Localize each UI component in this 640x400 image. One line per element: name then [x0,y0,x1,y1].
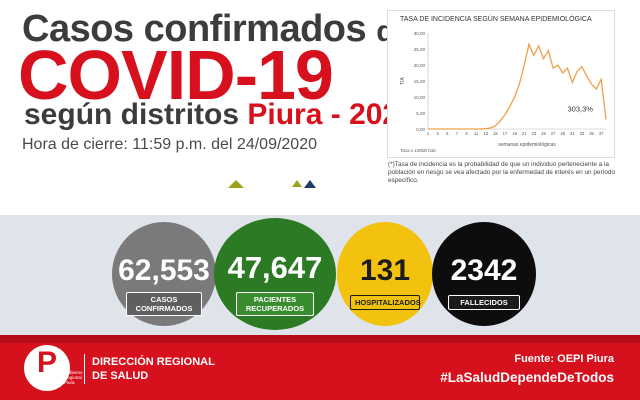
close-time: Hora de cierre: 11:59 p.m. del 24/09/202… [22,136,317,153]
x-tick-label: 31 [570,131,575,136]
hospitalized-label: HOSPITALIZADOS [350,295,421,310]
recovered-label-line1: PACIENTES [253,295,297,304]
x-tick-label: 19 [512,131,517,136]
confirmed-label-line2: CONFIRMADOS [135,304,193,313]
y-tick-label: 25,00 [414,47,426,52]
x-tick-label: 5 [446,131,449,136]
logo-caption: Gobierno Regional Piura [64,370,83,385]
map-fragment [228,180,244,188]
recovered-label-line2: RECUPERADOS [245,304,305,313]
x-tick-label: 11 [474,131,479,136]
x-tick-label: 35 [589,131,594,136]
map-fragment [304,180,316,188]
confirmed-label: CASOS CONFIRMADOS [126,292,202,316]
header: Casos confirmados de COVID-19 según dist… [18,8,616,188]
x-tick-label: 3 [436,131,439,136]
deceased-count: 2342 [450,254,518,287]
x-tick-label: 37 [599,131,604,136]
y-tick-label: 10,00 [414,95,426,100]
x-tick-label: 9 [465,131,468,136]
deceased-label: FALLECIDOS [448,295,520,310]
map-fragment [292,180,302,187]
y-axis-label: TIA [400,76,406,84]
chart-note: (*)Tasa de incidencia es la probabilidad… [388,161,616,184]
x-tick-label: 27 [551,131,556,136]
footer: P Gobierno Regional Piura DIRECCIÓN REGI… [0,335,640,400]
x-tick-label: 17 [503,131,508,136]
chart-annotation: 303,3% [568,104,594,113]
unit-label: Tasa x 10000 hab. [400,148,437,153]
chart-title: TASA DE INCIDENCIA SEGÚN SEMANA EPIDEMIO… [400,16,592,23]
recovered-count: 47,647 [227,250,323,285]
recovered-label: PACIENTES RECUPERADOS [236,292,314,316]
confirmed-count: 62,553 [118,254,210,287]
source: Fuente: OEPI Piura [514,353,614,365]
title-cases: Casos confirmados [22,8,367,50]
regional-government-logo [24,345,70,391]
x-tick-label: 1 [427,131,430,136]
x-tick-label: 21 [522,131,527,136]
logo-letter: P [36,346,57,379]
hashtag: #LaSaludDependeDeTodos [440,370,614,385]
x-tick-label: 15 [493,131,498,136]
title-line3: según distritos Piura - 2020 [24,98,416,132]
x-axis-label: semanas epidemiológicas [498,142,556,148]
title-covid: COVID-19 [18,36,334,114]
footer-band [0,335,640,343]
x-tick-label: 7 [456,131,459,136]
hospitalized-count: 131 [359,254,411,287]
y-tick-label: 15,00 [414,79,426,84]
y-tick-label: 5,00 [416,111,425,116]
y-tick-label: 20,00 [414,63,426,68]
confirmed-label-line1: CASOS [150,295,178,304]
x-tick-label: 29 [560,131,565,136]
x-tick-label: 23 [532,131,537,136]
title-by-district: según distritos [24,98,240,131]
y-tick-label: 30,00 [414,31,426,36]
directorate-line1: DIRECCIÓN REGIONAL [92,356,215,368]
directorate-line2: DE SALUD [92,369,149,382]
incidence-chart: TASA DE INCIDENCIA SEGÚN SEMANA EPIDEMIO… [387,10,615,158]
health-directorate: DIRECCIÓN REGIONAL DE SALUD [92,356,215,384]
x-tick-label: 13 [483,131,488,136]
footer-divider [84,354,85,384]
y-tick-label: 0,00 [416,127,425,132]
x-tick-label: 25 [541,131,546,136]
x-tick-label: 33 [580,131,585,136]
incidence-series-line [428,42,607,130]
